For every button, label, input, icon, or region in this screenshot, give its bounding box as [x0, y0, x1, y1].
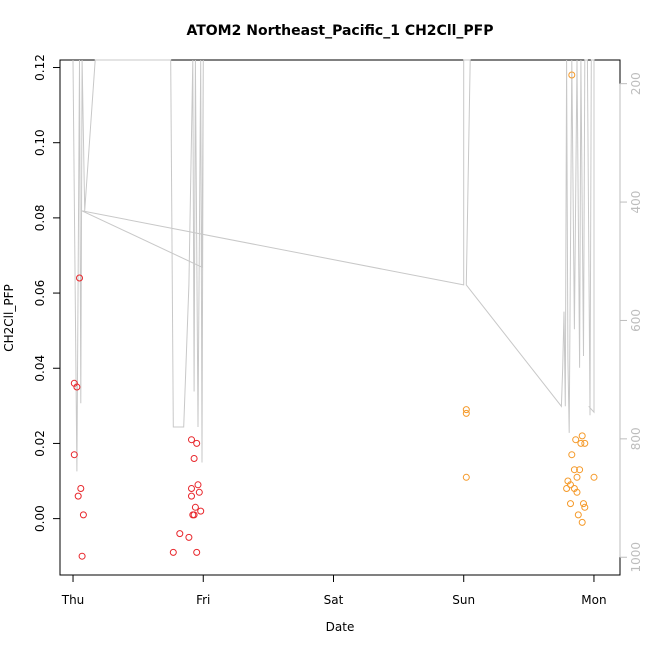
secondary-y-axis: 200 400 600 800 1000: [619, 72, 643, 573]
data-point-orange: [567, 481, 574, 489]
data-point-red: [188, 492, 195, 500]
data-point-red: [193, 439, 201, 447]
data-point-orange: [573, 473, 581, 481]
y2-tick-label: 200: [629, 72, 643, 95]
data-point-orange: [567, 500, 574, 508]
data-points: [70, 71, 598, 560]
x-tick-label: Sat: [324, 593, 344, 607]
y-axis-label: CH2Cll_PFP: [2, 284, 16, 351]
y2-tick-label: 600: [629, 309, 643, 332]
x-tick-label: Mon: [581, 593, 606, 607]
data-point-orange: [573, 488, 581, 496]
data-point-orange: [578, 432, 586, 440]
y-tick-label: 0.04: [33, 355, 47, 382]
data-point-orange: [590, 473, 598, 481]
data-point-orange: [580, 500, 587, 508]
data-point-red: [195, 488, 203, 496]
y-tick-label: 0.12: [33, 54, 47, 81]
x-tick-label: Thu: [61, 593, 85, 607]
plot-frame: [59, 59, 621, 576]
y-tick-label: 0.06: [33, 280, 47, 307]
data-point-orange: [462, 473, 470, 481]
secondary-series: [72, 59, 595, 472]
data-point-orange: [576, 466, 584, 474]
data-point-red: [74, 492, 82, 500]
y-tick-label: 0.08: [33, 205, 47, 232]
data-point-red: [78, 552, 86, 560]
y-tick-label: 0.02: [33, 430, 47, 457]
data-point-orange: [578, 518, 586, 526]
data-point-red: [189, 511, 197, 519]
x-axis: Thu Fri Sat Sun Mon: [61, 574, 607, 607]
x-axis-label: Date: [326, 620, 355, 634]
x-tick-label: Fri: [196, 593, 210, 607]
data-point-orange: [570, 466, 578, 474]
y2-tick-label: 800: [629, 427, 643, 450]
y-axis: 0.00 0.02 0.04 0.06 0.08 0.10 0.12: [33, 54, 61, 532]
data-point-red: [194, 481, 202, 489]
y2-tick-label: 400: [629, 191, 643, 214]
y2-tick-label: 1000: [629, 542, 643, 573]
data-point-orange: [574, 511, 582, 519]
data-point-orange: [581, 503, 589, 511]
data-point-orange: [581, 439, 589, 447]
data-point-red: [188, 436, 195, 444]
data-point-red: [169, 548, 177, 556]
data-point-red: [79, 511, 87, 519]
data-point-red: [188, 485, 195, 492]
data-point-red: [77, 485, 85, 492]
data-point-orange: [563, 485, 571, 492]
data-point-red: [70, 451, 78, 459]
data-point-red: [176, 530, 184, 538]
data-point-red: [197, 507, 205, 515]
data-point-red: [185, 533, 193, 541]
data-point-red: [193, 548, 201, 556]
data-point-orange: [577, 439, 585, 447]
y-tick-label: 0.00: [33, 505, 47, 532]
data-point-orange: [568, 71, 576, 79]
data-point-red: [73, 383, 81, 391]
data-point-orange: [572, 436, 580, 444]
secondary-line: [72, 59, 595, 472]
data-point-orange: [462, 406, 470, 414]
data-point-orange: [568, 451, 576, 459]
data-point-red: [76, 274, 83, 282]
data-point-red: [191, 503, 199, 511]
data-point-red: [190, 455, 198, 462]
chart-title: ATOM2 Northeast_Pacific_1 CH2Cll_PFP: [186, 23, 493, 39]
y-tick-label: 0.10: [33, 129, 47, 156]
data-point-orange: [462, 409, 470, 417]
x-tick-label: Sun: [452, 593, 475, 607]
